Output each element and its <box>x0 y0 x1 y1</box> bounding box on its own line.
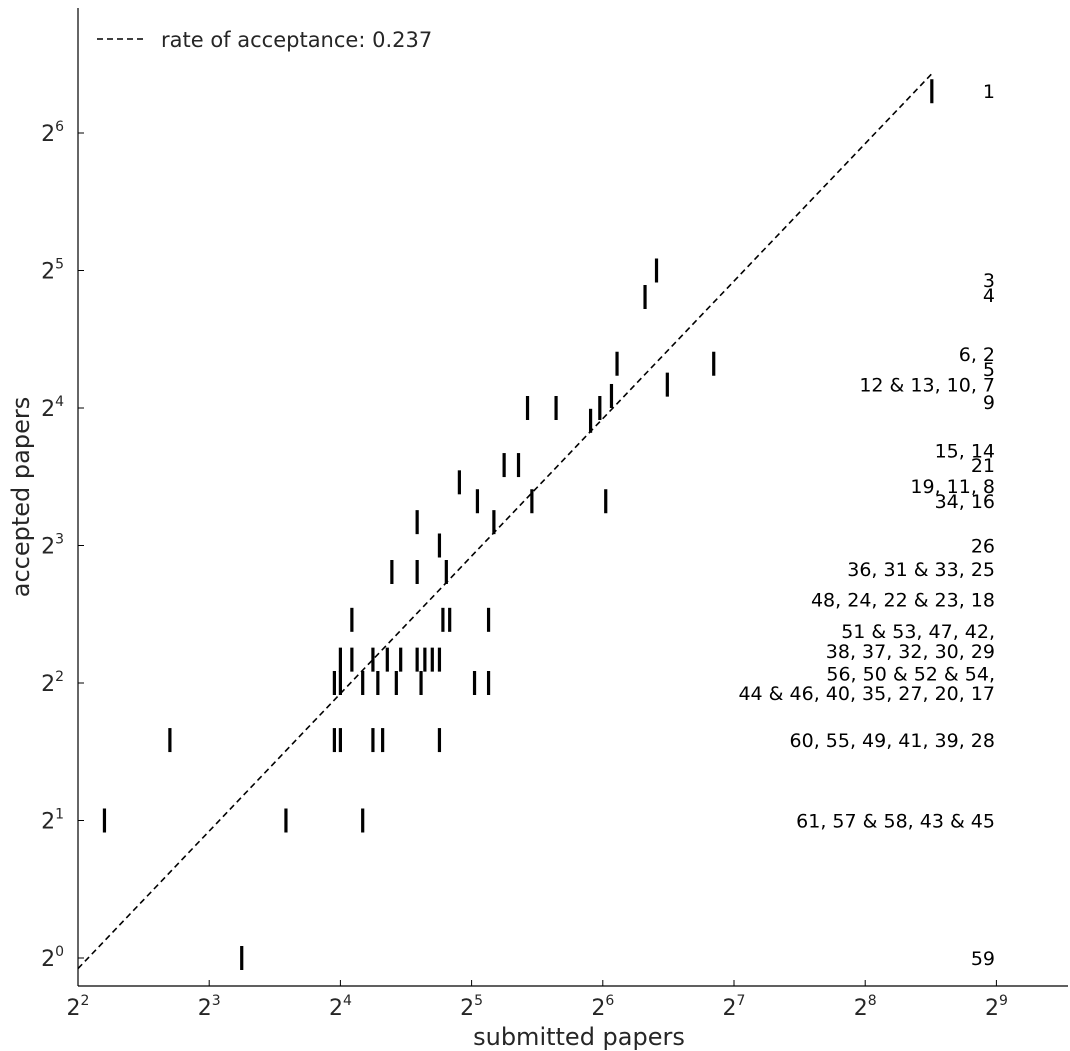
y-tick-label: 20 <box>41 944 64 972</box>
x-tick-label: 25 <box>460 993 483 1021</box>
point-annotation: 59 <box>971 948 995 970</box>
x-axis-title: submitted papers <box>473 1023 685 1051</box>
point-annotation: 19, 11, 8 <box>910 476 995 498</box>
y-tick-label: 22 <box>41 669 64 697</box>
plot-area <box>77 73 934 970</box>
point-annotation: 6, 2 <box>959 344 995 366</box>
y-tick-label: 23 <box>41 532 64 560</box>
point-annotation: 61, 57 & 58, 43 & 45 <box>796 811 995 833</box>
x-tick-label: 26 <box>591 993 614 1021</box>
x-tick-label: 22 <box>67 993 90 1021</box>
point-annotation: 3 <box>983 270 995 292</box>
point-annotation: 60, 55, 49, 41, 39, 28 <box>790 730 995 752</box>
legend-label: rate of acceptance: 0.237 <box>161 28 432 52</box>
point-annotation: 5 <box>983 359 995 381</box>
point-annotation: 34, 16 <box>935 491 995 513</box>
y-tick-label: 24 <box>41 394 64 422</box>
point-annotation: 4 <box>983 285 995 307</box>
point-annotation: 1 <box>983 81 995 103</box>
point-annotation: 12 & 13, 10, 7 <box>859 375 995 397</box>
x-tick-label: 28 <box>854 993 877 1021</box>
point-annotation: 21 <box>971 455 995 477</box>
y-tick-label: 25 <box>41 257 64 285</box>
y-tick-label: 21 <box>41 807 64 835</box>
point-annotation: 9 <box>983 392 995 414</box>
point-annotation: 56, 50 & 52 & 54, <box>826 663 995 685</box>
acceptance-rate-line <box>77 73 933 970</box>
point-annotation: 26 <box>971 536 995 558</box>
point-annotation: 36, 31 & 33, 25 <box>847 559 995 581</box>
y-tick-label: 26 <box>41 119 64 147</box>
axes: 22 23 24 25 26 27 28 29 20 21 22 23 24 25 26 <box>41 8 1068 1021</box>
x-tick-label: 24 <box>329 993 352 1021</box>
point-annotation: 48, 24, 22 & 23, 18 <box>811 589 995 611</box>
x-tick-label: 29 <box>985 993 1008 1021</box>
point-annotation: 38, 37, 32, 30, 29 <box>826 641 995 663</box>
point-annotation: 15, 14 <box>935 441 995 463</box>
point-annotation: 44 & 46, 40, 35, 27, 20, 17 <box>738 683 995 705</box>
x-tick-label: 27 <box>723 993 746 1021</box>
x-tick-label: 23 <box>198 993 221 1021</box>
point-annotation: 51 & 53, 47, 42, <box>841 621 995 643</box>
legend: rate of acceptance: 0.237 <box>97 28 432 52</box>
y-axis-title: accepted papers <box>7 397 35 597</box>
